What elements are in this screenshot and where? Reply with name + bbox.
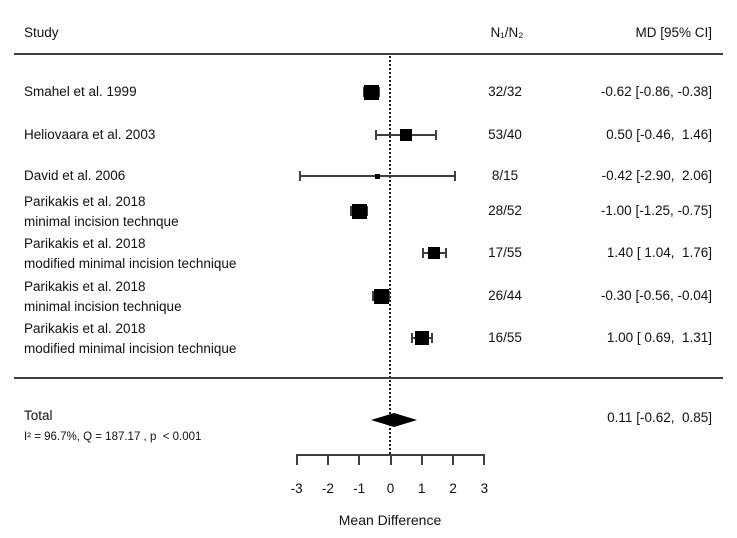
md-value: 1.40 [ 1.04, 1.76]	[606, 245, 712, 260]
n-value: 17/55	[488, 245, 522, 260]
n-value: 53/40	[488, 127, 522, 142]
x-axis-tick-label: 0	[386, 481, 395, 496]
x-axis-tick	[295, 454, 298, 465]
study-label: Smahel et al. 1999	[24, 84, 137, 99]
point-estimate-marker	[363, 84, 379, 100]
ci-cap-right	[453, 171, 456, 181]
x-axis-tick	[452, 454, 455, 465]
md-value: -1.00 [-1.25, -0.75]	[600, 203, 712, 218]
x-axis-tick-label: 3	[480, 481, 489, 496]
ci-cap-right	[444, 248, 447, 258]
study-label: David et al. 2006	[24, 168, 126, 183]
study-label: Parikakis et al. 2018 modified minimal in…	[24, 319, 236, 359]
column-header-md: MD [95% CI]	[635, 25, 712, 40]
study-label-line1: Parikakis et al. 2018	[24, 279, 146, 294]
total-divider-line	[14, 377, 723, 379]
md-value: -0.42 [-2.90, 2.06]	[601, 168, 712, 183]
x-axis-title: Mean Difference	[338, 512, 442, 528]
study-label: Parikakis et al. 2018 minimal incision te…	[24, 277, 182, 317]
study-label-line2: modified minimal incision technique	[24, 256, 237, 271]
study-label: Parikakis et al. 2018 modified minimal in…	[24, 234, 236, 274]
x-axis-tick-label: 1	[418, 481, 426, 496]
md-value: -0.62 [-0.86, -0.38]	[600, 84, 712, 99]
study-label-line1: Parikakis et al. 2018	[24, 194, 146, 209]
md-value: 1.00 [ 0.69, 1.31]	[606, 330, 712, 345]
md-value: -0.30 [-0.56, -0.04]	[600, 288, 712, 303]
ci-cap-left	[411, 333, 414, 343]
ci-cap-left	[298, 171, 301, 181]
header-divider-line	[14, 53, 723, 55]
n-value: 8/15	[491, 168, 519, 183]
ci-cap-left	[371, 291, 374, 301]
x-axis-tick-label: -2	[321, 481, 334, 496]
ci-cap-right	[430, 333, 433, 343]
x-axis-tick	[326, 454, 329, 465]
ci-cap-right	[377, 87, 380, 97]
ci-cap-left	[375, 130, 378, 140]
study-label-line2: modified minimal incision technique	[24, 341, 237, 356]
n-value: 26/44	[488, 288, 522, 303]
x-axis-tick	[483, 454, 486, 465]
ci-cap-left	[422, 248, 425, 258]
study-label: Heliovaara et al. 2003	[24, 127, 156, 142]
zero-reference-line	[389, 56, 391, 454]
n-value: 16/55	[488, 330, 522, 345]
ci-cap-left	[362, 87, 365, 97]
point-estimate-marker	[414, 331, 429, 345]
study-label: Parikakis et al. 2018 minimal incision te…	[24, 192, 179, 232]
x-axis-tick	[389, 454, 392, 465]
ci-cap-right	[435, 130, 438, 140]
study-label-line2: minimal incision technique	[24, 299, 182, 314]
ci-cap-left	[350, 206, 353, 216]
ci-cap-right	[388, 291, 391, 301]
column-header-study: Study	[24, 25, 59, 40]
n-value: 32/32	[488, 84, 522, 99]
x-axis-tick-label: -1	[353, 481, 366, 496]
total-label: Total	[24, 408, 53, 423]
n-value: 28/52	[488, 203, 522, 218]
ci-cap-right	[366, 206, 369, 216]
heterogeneity-stats: I² = 96.7%, Q = 187.17 , p < 0.001	[24, 431, 202, 443]
point-estimate-marker	[400, 129, 413, 141]
study-label-line1: Parikakis et al. 2018	[24, 321, 146, 336]
md-value: 0.50 [-0.46, 1.46]	[606, 127, 712, 142]
point-estimate-marker	[351, 203, 367, 219]
study-label-line1: Parikakis et al. 2018	[24, 236, 146, 251]
x-axis-tick	[420, 454, 423, 465]
x-axis-tick-label: 2	[449, 481, 457, 496]
x-axis-tick	[358, 454, 361, 465]
study-label-line2: minimal incision technque	[24, 214, 179, 229]
point-estimate-marker	[374, 173, 380, 179]
column-header-n: N₁/N₂	[490, 25, 524, 40]
point-estimate-marker	[373, 288, 389, 304]
total-md-value: 0.11 [-0.62, 0.85]	[607, 410, 712, 425]
x-axis-tick-label: -3	[290, 481, 303, 496]
point-estimate-marker	[428, 247, 441, 259]
